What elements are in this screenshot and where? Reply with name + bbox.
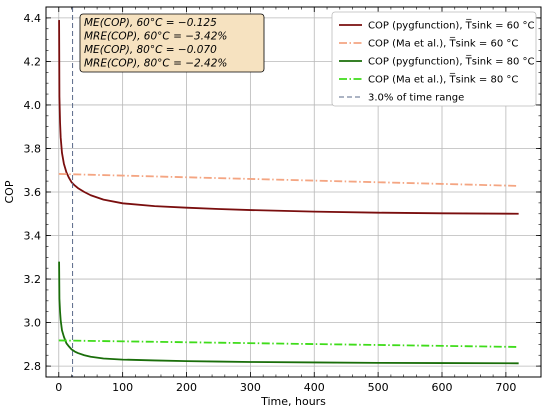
annotation-mre-80: MRE(COP), 80°C = −2.42% (84, 58, 227, 70)
x-tick-label: 700 (495, 381, 516, 394)
x-axis-label: Time, hours (260, 395, 326, 408)
x-tick-label: 200 (176, 381, 197, 394)
x-tick-label: 500 (368, 381, 389, 394)
legend-background (331, 11, 537, 107)
x-tick-label: 100 (112, 381, 133, 394)
error-annotation-box: ME(COP), 60°C = −0.125 MRE(COP), 60°C = … (79, 13, 265, 73)
y-tick-label: 4.2 (24, 55, 42, 68)
legend: COP (pygfunction), T̅sink = 60 °C COP (M… (331, 11, 537, 107)
ticks: 0 100 200 300 400 500 600 700 2.8 3.0 3.2 3.4 3.6 3.8… (24, 7, 541, 394)
y-tick-label: 3.2 (24, 273, 42, 286)
series-ma-60 (58, 173, 519, 187)
series-ma-80 (58, 339, 519, 348)
legend-entry-ma-60: COP (Ma et al.), T̅sink = 60 °C (368, 37, 518, 50)
legend-entry-pyg-80: COP (pygfunction), T̅sink = 80 °C (368, 55, 535, 68)
annotation-mre-60: MRE(COP), 60°C = −3.42% (84, 31, 227, 43)
series-pyg-80 (58, 261, 519, 365)
series-pyg-60 (58, 20, 519, 215)
series-layer (58, 7, 519, 377)
y-tick-label: 3.6 (24, 186, 42, 199)
annotation-background (79, 13, 265, 73)
legend-entry-ma-80: COP (Ma et al.), T̅sink = 80 °C (368, 73, 518, 86)
y-tick-label: 3.4 (24, 230, 42, 243)
y-tick-label: 3.0 (24, 317, 42, 330)
y-tick-label: 3.8 (24, 142, 42, 155)
x-tick-label: 400 (304, 381, 325, 394)
y-tick-label: 4.4 (24, 12, 42, 25)
y-tick-label: 4.0 (24, 99, 42, 112)
annotation-me-60: ME(COP), 60°C = −0.125 (84, 17, 217, 29)
x-tick-label: 0 (55, 381, 62, 394)
y-tick-label: 2.8 (24, 360, 42, 373)
x-tick-label: 300 (240, 381, 261, 394)
x-tick-label: 600 (432, 381, 453, 394)
legend-entry-vline: 3.0% of time range (368, 93, 464, 104)
y-axis-label: COP (3, 180, 16, 203)
legend-entry-pyg-60: COP (pygfunction), T̅sink = 60 °C (368, 19, 535, 32)
annotation-me-80: ME(COP), 80°C = −0.070 (84, 44, 217, 56)
